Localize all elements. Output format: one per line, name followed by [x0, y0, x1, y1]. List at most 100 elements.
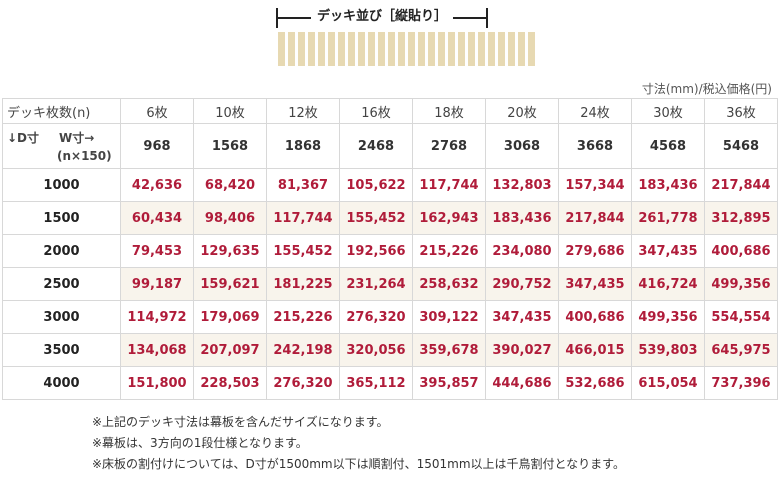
row-depth-label: 1500 — [2, 201, 121, 235]
price-cell: 157,344 — [558, 168, 632, 202]
deck-board — [328, 32, 335, 66]
deck-board — [368, 32, 375, 66]
price-cell: 279,686 — [558, 234, 632, 268]
note-line: ※幕板は、3方向の1段仕様となります。 — [92, 436, 308, 450]
column-width-header: 2768 — [412, 123, 486, 169]
deck-board — [418, 32, 425, 66]
price-cell: 554,554 — [704, 300, 778, 334]
price-cell: 539,803 — [631, 333, 705, 367]
price-cell: 347,435 — [558, 267, 632, 301]
count-header-label: デッキ枚数(n) — [2, 98, 121, 124]
price-cell: 400,686 — [558, 300, 632, 334]
table-row: 1500 60,434 98,406 117,744 155,452 162,943 183… — [2, 201, 778, 235]
price-cell: 98,406 — [193, 201, 267, 235]
column-count-header: 20枚 — [485, 98, 559, 124]
deck-board — [408, 32, 415, 66]
column-width-header: 5468 — [704, 123, 778, 169]
note-line: ※床板の割付けについては、D寸が1500mm以下は順割付、1501mm以上は千鳥… — [92, 457, 625, 471]
price-cell: 347,435 — [485, 300, 559, 334]
price-cell: 532,686 — [558, 366, 632, 400]
table-row: 1000 42,636 68,420 81,367 105,622 117,744 132,… — [2, 168, 778, 202]
price-cell: 68,420 — [193, 168, 267, 202]
deck-diagram-title: デッキ並び［縦貼り］ — [310, 6, 454, 28]
column-width-header: 1568 — [193, 123, 267, 169]
deck-boards — [278, 32, 535, 66]
price-cell: 81,367 — [266, 168, 340, 202]
deck-board — [478, 32, 485, 66]
row-depth-label: 4000 — [2, 366, 121, 400]
deck-diagram: デッキ並び［縦貼り］ — [276, 6, 535, 66]
deck-board — [298, 32, 305, 66]
price-cell: 159,621 — [193, 267, 267, 301]
column-width-header: 2468 — [339, 123, 413, 169]
price-cell: 499,356 — [631, 300, 705, 334]
price-cell: 192,566 — [339, 234, 413, 268]
notes: ※上記のデッキ寸法は幕板を含んだサイズになります。 ※幕板は、3方向の1段仕様とな… — [92, 412, 625, 475]
unit-note: 寸法(mm)/税込価格(円) — [641, 82, 772, 96]
price-cell: 217,844 — [704, 168, 778, 202]
d-axis-label: ↓D寸 — [7, 131, 40, 145]
column-count-header: 12枚 — [266, 98, 340, 124]
price-cell: 416,724 — [631, 267, 705, 301]
column-width-header: 3668 — [558, 123, 632, 169]
price-cell: 390,027 — [485, 333, 559, 367]
price-cell: 99,187 — [120, 267, 194, 301]
price-cell: 276,320 — [339, 300, 413, 334]
column-count-header: 18枚 — [412, 98, 486, 124]
price-cell: 228,503 — [193, 366, 267, 400]
price-cell: 183,436 — [631, 168, 705, 202]
deck-board — [438, 32, 445, 66]
price-cell: 365,112 — [339, 366, 413, 400]
price-cell: 207,097 — [193, 333, 267, 367]
price-cell: 134,068 — [120, 333, 194, 367]
price-cell: 117,744 — [266, 201, 340, 235]
price-cell: 359,678 — [412, 333, 486, 367]
column-width-header: 4568 — [631, 123, 705, 169]
price-cell: 261,778 — [631, 201, 705, 235]
column-count-header: 24枚 — [558, 98, 632, 124]
row-depth-label: 3000 — [2, 300, 121, 334]
table-row: 4000 151,800 228,503 276,320 365,112 395,857 4… — [2, 366, 778, 400]
deck-board — [528, 32, 535, 66]
deck-dimension-bracket: デッキ並び［縦貼り］ — [276, 6, 488, 28]
price-cell: 615,054 — [631, 366, 705, 400]
column-width-header: 968 — [120, 123, 194, 169]
price-cell: 320,056 — [339, 333, 413, 367]
deck-board — [518, 32, 525, 66]
column-width-header: 1868 — [266, 123, 340, 169]
price-cell: 42,636 — [120, 168, 194, 202]
deck-board — [348, 32, 355, 66]
deck-board — [458, 32, 465, 66]
price-cell: 183,436 — [485, 201, 559, 235]
column-count-header: 30枚 — [631, 98, 705, 124]
price-cell: 499,356 — [704, 267, 778, 301]
column-count-header: 10枚 — [193, 98, 267, 124]
price-cell: 79,453 — [120, 234, 194, 268]
price-cell: 60,434 — [120, 201, 194, 235]
price-cell: 217,844 — [558, 201, 632, 235]
price-cell: 179,069 — [193, 300, 267, 334]
deck-board — [338, 32, 345, 66]
price-cell: 215,226 — [266, 300, 340, 334]
price-cell: 312,895 — [704, 201, 778, 235]
table-row: 2000 79,453 129,635 155,452 192,566 215,226 23… — [2, 234, 778, 268]
header-width-row: ↓D寸 W寸→ (n×150) 968 1568 1868 2468 2768 3068 3… — [2, 123, 778, 169]
price-cell: 117,744 — [412, 168, 486, 202]
deck-board — [468, 32, 475, 66]
price-cell: 162,943 — [412, 201, 486, 235]
price-table: デッキ枚数(n) 6枚 10枚 12枚 16枚 18枚 20枚 24枚 30枚 36枚 ↓D寸 … — [2, 98, 778, 400]
price-cell: 276,320 — [266, 366, 340, 400]
price-cell: 181,225 — [266, 267, 340, 301]
deck-board — [498, 32, 505, 66]
deck-board — [288, 32, 295, 66]
note-line: ※上記のデッキ寸法は幕板を含んだサイズになります。 — [92, 415, 389, 429]
price-cell: 347,435 — [631, 234, 705, 268]
table-row: 2500 99,187 159,621 181,225 231,264 258,632 29… — [2, 267, 778, 301]
price-cell: 645,975 — [704, 333, 778, 367]
column-width-header: 3068 — [485, 123, 559, 169]
price-cell: 290,752 — [485, 267, 559, 301]
deck-board — [358, 32, 365, 66]
price-cell: 258,632 — [412, 267, 486, 301]
price-cell: 114,972 — [120, 300, 194, 334]
price-cell: 444,686 — [485, 366, 559, 400]
